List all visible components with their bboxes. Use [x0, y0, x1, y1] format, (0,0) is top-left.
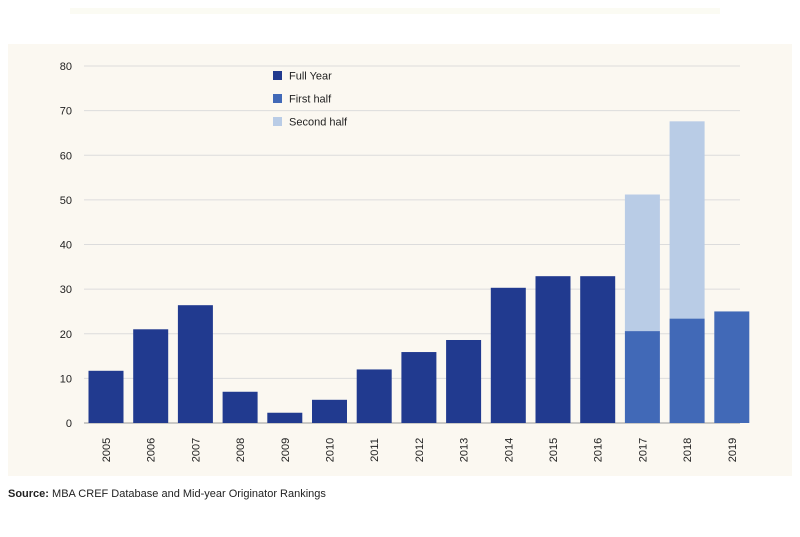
bar-2016-full-year: [580, 276, 616, 423]
bar-2014-full-year: [490, 287, 526, 423]
x-tick-label-2018: 2018: [682, 438, 694, 462]
y-tick-label-50: 50: [60, 195, 72, 207]
legend-swatch-second-half: [273, 117, 282, 126]
x-tick-label-2006: 2006: [146, 438, 158, 462]
header-fade: [70, 8, 720, 14]
legend-swatch-first-half: [273, 94, 282, 103]
legend-label-first-half: First half: [289, 94, 332, 106]
y-axis-ticks: 0 10 20 30 40 50 60 70 80: [60, 61, 72, 430]
y-tick-label-80: 80: [60, 61, 72, 73]
legend-swatch-full-year: [273, 71, 282, 80]
bar-2018-first-half: [669, 318, 705, 423]
legend: Full Year First half Second half: [273, 71, 348, 129]
bar-2008-full-year: [222, 391, 258, 423]
bar-2011-full-year: [356, 369, 392, 423]
bar-2019-first-half: [714, 311, 750, 423]
bar-2017-first-half: [624, 331, 660, 423]
x-tick-label-2005: 2005: [101, 438, 113, 462]
x-tick-label-2009: 2009: [280, 438, 292, 462]
bar-2009-full-year: [267, 412, 303, 423]
x-tick-label-2017: 2017: [637, 438, 649, 462]
bar-2017-second-half: [624, 194, 660, 332]
x-tick-label-2011: 2011: [369, 438, 381, 462]
bar-2013-full-year: [446, 339, 482, 423]
y-tick-label-60: 60: [60, 150, 72, 162]
x-tick-label-2016: 2016: [593, 438, 605, 462]
x-tick-label-2014: 2014: [503, 438, 515, 462]
bar-2012-full-year: [401, 352, 437, 423]
bar-2010-full-year: [312, 399, 347, 423]
legend-label-second-half: Second half: [289, 117, 348, 129]
y-tick-label-10: 10: [60, 373, 72, 385]
x-tick-label-2013: 2013: [459, 438, 471, 462]
x-tick-label-2007: 2007: [190, 438, 202, 462]
x-tick-label-2019: 2019: [727, 438, 739, 462]
bar-2015-full-year: [535, 276, 571, 423]
legend-label-full-year: Full Year: [289, 71, 332, 83]
bar-2007-full-year: [177, 305, 213, 423]
bar-2005-full-year: [88, 370, 124, 423]
y-tick-label-40: 40: [60, 240, 72, 252]
source-text: MBA CREF Database and Mid-year Originato…: [48, 488, 326, 500]
bar-2006-full-year: [133, 329, 169, 423]
x-tick-label-2012: 2012: [414, 438, 426, 462]
y-tick-label-70: 70: [60, 106, 72, 118]
x-tick-label-2010: 2010: [325, 438, 337, 462]
y-tick-label-0: 0: [66, 418, 72, 430]
x-tick-label-2015: 2015: [548, 438, 560, 462]
x-axis-ticks: 2005 2006 2007 2008 2009 2010 2011 2012 2013 2014…: [101, 438, 739, 462]
bar-2018-second-half: [669, 121, 705, 319]
y-tick-label-20: 20: [60, 329, 72, 341]
source-label: Source:: [8, 488, 49, 500]
source-note: Source: MBA CREF Database and Mid-year O…: [8, 488, 326, 500]
bars: [88, 121, 750, 423]
x-tick-label-2008: 2008: [235, 438, 247, 462]
y-tick-label-30: 30: [60, 284, 72, 296]
